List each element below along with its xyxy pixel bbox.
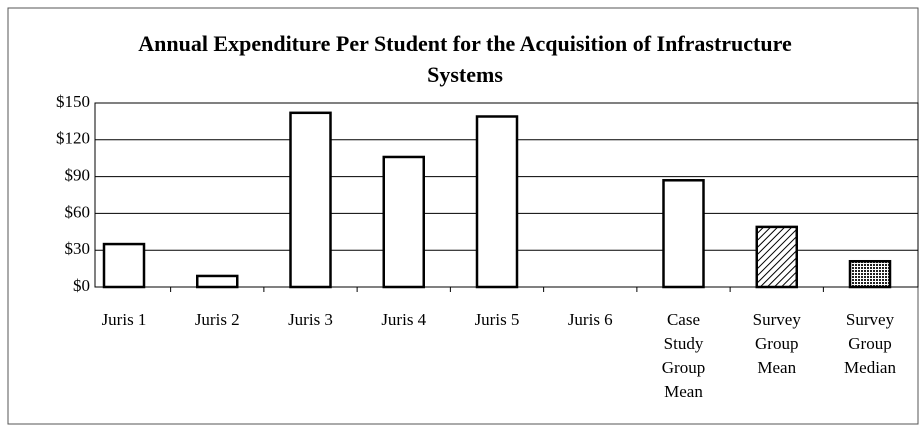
bar — [755, 225, 798, 289]
bar — [848, 259, 892, 289]
bar — [102, 242, 146, 289]
bar — [475, 115, 519, 289]
bar — [382, 155, 425, 289]
x-tick-label: Survey Group Median — [844, 310, 896, 377]
x-tick-label: Juris 3 — [288, 310, 333, 329]
x-tick-label: Survey Group Mean — [752, 310, 801, 377]
x-tick-label: Juris 5 — [474, 310, 520, 329]
chart-title: Annual Expenditure Per Student for the A… — [138, 31, 792, 87]
y-tick-label: $30 — [65, 239, 91, 258]
bar — [662, 179, 705, 289]
x-tick-label: Juris 2 — [194, 310, 240, 329]
bar — [196, 274, 239, 289]
y-tick-label: $150 — [56, 92, 90, 111]
bar — [289, 111, 332, 289]
y-tick-label: $0 — [73, 276, 90, 295]
x-tick-label: Juris 6 — [567, 310, 613, 329]
y-tick-label: $90 — [65, 166, 91, 185]
x-tick-label: Juris 4 — [381, 310, 427, 329]
x-tick-label: Case Study Group Mean — [661, 310, 706, 401]
y-tick-label: $120 — [56, 129, 90, 148]
x-tick-label: Juris 1 — [101, 310, 147, 329]
y-tick-label: $60 — [65, 202, 91, 221]
